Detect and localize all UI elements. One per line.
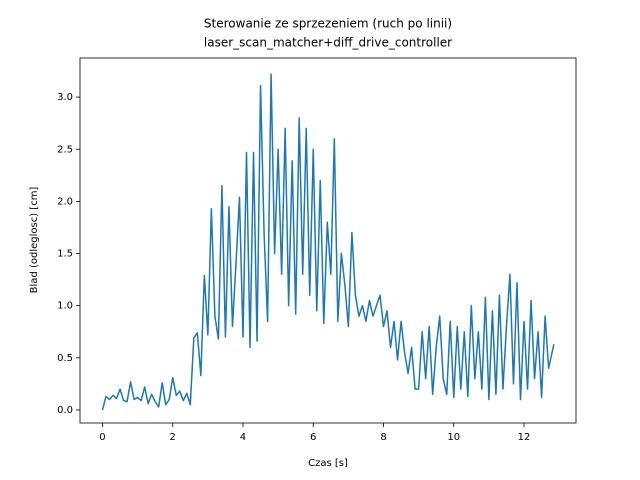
x-tick-label: 6 [310, 432, 316, 443]
y-tick-label: 1.0 [57, 301, 73, 312]
x-tick-label: 2 [170, 432, 176, 443]
x-tick-label: 0 [99, 432, 105, 443]
x-axis-label: Czas [s] [308, 458, 348, 469]
x-tick-label: 12 [518, 432, 531, 443]
y-tick-label: 1.5 [57, 249, 73, 260]
y-tick-label: 2.0 [57, 196, 73, 207]
y-axis-label: Blad (odleglosc) [cm] [29, 187, 40, 294]
y-tick-label: 2.5 [57, 144, 73, 155]
x-tick-label: 10 [447, 432, 460, 443]
data-line [101, 73, 555, 411]
y-tick-label: 3.0 [57, 92, 73, 103]
x-tick-label: 8 [380, 432, 386, 443]
plot-frame [79, 57, 577, 424]
y-tick-label: 0.0 [57, 405, 73, 416]
y-tick-label: 0.5 [57, 353, 73, 364]
chart-subtitle: laser_scan_matcher+diff_drive_controller [204, 36, 452, 50]
x-tick-label: 4 [240, 432, 246, 443]
chart-title: Sterowanie ze sprzezeniem (ruch po linii… [204, 17, 452, 31]
